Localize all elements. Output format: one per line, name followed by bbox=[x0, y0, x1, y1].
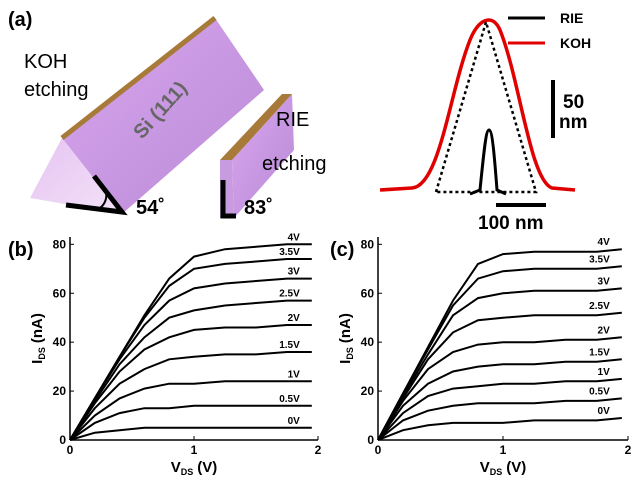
curve bbox=[378, 249, 622, 440]
scale-label: 100 nm bbox=[478, 213, 543, 234]
series-label: 4V bbox=[598, 237, 611, 248]
panel-label: (c) bbox=[330, 239, 354, 261]
x-axis-label-part: (V) bbox=[197, 459, 217, 476]
series-label: 1V bbox=[598, 367, 611, 378]
x-tick-label: 2 bbox=[315, 443, 322, 457]
x-axis-label: VDS(V) bbox=[171, 459, 218, 477]
y-tick-label: 40 bbox=[361, 335, 375, 349]
y-tick-label: 20 bbox=[53, 384, 67, 398]
curve bbox=[70, 244, 312, 440]
x-axis-label-part: (V) bbox=[506, 459, 526, 476]
scale-label: 50 bbox=[563, 92, 584, 113]
y-axis-label-part: DS bbox=[345, 347, 355, 360]
y-axis-label: IDS(nA) bbox=[29, 313, 47, 364]
series-label: 3.5V bbox=[279, 247, 300, 258]
series-label: 2V bbox=[288, 313, 301, 324]
y-axis-label-part: (nA) bbox=[337, 313, 354, 343]
x-axis-label-part: DS bbox=[181, 467, 194, 477]
curve bbox=[378, 266, 622, 440]
y-tick-label: 80 bbox=[53, 237, 67, 251]
angle-label: 83˚ bbox=[244, 196, 273, 219]
legend-label: RIE bbox=[560, 10, 583, 26]
x-tick-label: 0 bbox=[67, 443, 74, 457]
koh-profile bbox=[380, 20, 575, 190]
curve bbox=[70, 406, 312, 440]
y-tick-label: 60 bbox=[53, 286, 67, 300]
x-axis-label-part: DS bbox=[490, 467, 503, 477]
x-tick-label: 0 bbox=[375, 443, 382, 457]
x-axis-label: VDS(V) bbox=[480, 459, 527, 477]
rie-label: etching bbox=[262, 153, 327, 175]
angle-label: 54˚ bbox=[136, 196, 165, 219]
series-label: 0.5V bbox=[589, 386, 610, 397]
curve bbox=[378, 379, 622, 440]
curve bbox=[378, 418, 622, 440]
series-label: 1.5V bbox=[279, 340, 300, 351]
curve bbox=[70, 428, 312, 440]
y-tick-label: 40 bbox=[53, 335, 67, 349]
x-tick-label: 1 bbox=[191, 443, 198, 457]
x-axis-label-part: V bbox=[171, 459, 181, 476]
curve bbox=[70, 279, 312, 440]
page: (a) KOH etching Si (111) 54˚ RIE etching… bbox=[0, 0, 638, 490]
x-tick-label: 2 bbox=[625, 443, 632, 457]
series-label: 1V bbox=[288, 369, 301, 380]
series-label: 3V bbox=[598, 276, 611, 287]
y-tick-label: 60 bbox=[361, 286, 375, 300]
series-label: 4V bbox=[288, 232, 301, 243]
koh-label: etching bbox=[24, 79, 89, 101]
y-tick-label: 80 bbox=[361, 237, 375, 251]
x-axis-label-part: V bbox=[480, 459, 490, 476]
y-axis-label-part: DS bbox=[37, 347, 47, 360]
series-label: 0V bbox=[598, 406, 611, 417]
y-axis-label-part: (nA) bbox=[29, 313, 46, 343]
series-label: 2.5V bbox=[589, 301, 610, 312]
rie-peak bbox=[470, 130, 506, 194]
series-label: 1.5V bbox=[589, 347, 610, 358]
curve bbox=[378, 337, 622, 440]
y-tick-label: 0 bbox=[367, 433, 374, 447]
series-label: 3V bbox=[288, 267, 301, 278]
series-label: 0.5V bbox=[279, 394, 300, 405]
y-tick-label: 0 bbox=[59, 433, 66, 447]
scale-label: nm bbox=[559, 112, 588, 133]
legend-label: KOH bbox=[560, 35, 591, 51]
koh-label: KOH bbox=[24, 51, 67, 73]
y-tick-label: 20 bbox=[361, 384, 375, 398]
series-label: 2V bbox=[598, 325, 611, 336]
y-axis-label: IDS(nA) bbox=[337, 313, 355, 364]
rie-label: RIE bbox=[276, 109, 309, 131]
series-label: 3.5V bbox=[589, 254, 610, 265]
series-label: 2.5V bbox=[279, 289, 300, 300]
curve bbox=[70, 259, 312, 440]
series-label: 0V bbox=[288, 416, 301, 427]
panel-label: (b) bbox=[8, 239, 34, 261]
x-tick-label: 1 bbox=[500, 443, 507, 457]
figure: (a) KOH etching Si (111) 54˚ RIE etching… bbox=[0, 0, 638, 490]
panel-label: (a) bbox=[8, 9, 32, 31]
